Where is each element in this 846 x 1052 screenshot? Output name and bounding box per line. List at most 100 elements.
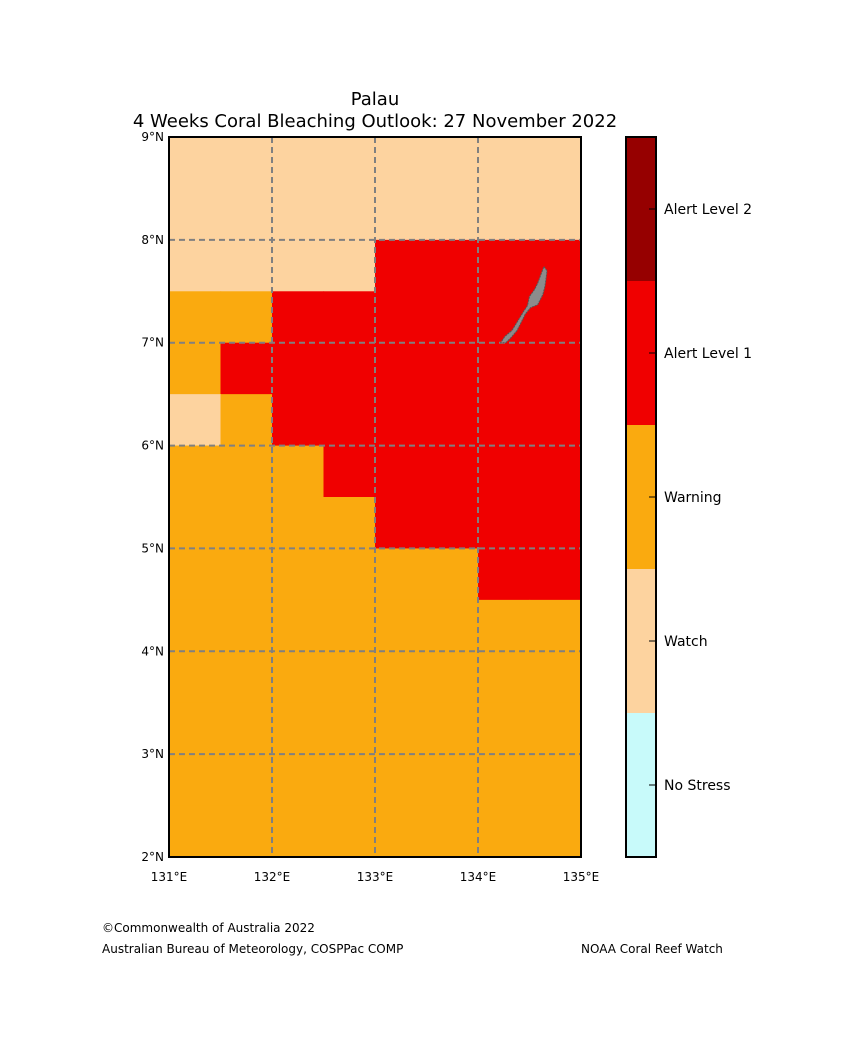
colorbar-label: Alert Level 1 <box>664 346 752 362</box>
outlook-cell <box>478 445 531 498</box>
outlook-cell <box>426 342 479 395</box>
outlook-cell <box>169 702 222 755</box>
outlook-cell <box>529 548 582 601</box>
outlook-cell <box>478 137 531 190</box>
colorbar-label: Alert Level 2 <box>664 202 752 218</box>
outlook-cell <box>323 291 376 344</box>
outlook-cell <box>426 702 479 755</box>
footer-noaa: NOAA Coral Reef Watch <box>581 942 723 956</box>
y-tick-label: 4°N <box>141 644 164 658</box>
outlook-cell <box>220 599 273 652</box>
outlook-cell <box>375 291 428 344</box>
x-axis-ticks: 131°E 132°E 133°E 134°E 135°E <box>151 870 600 884</box>
outlook-cell <box>169 394 222 447</box>
outlook-cell <box>169 342 222 395</box>
outlook-cell <box>169 754 222 807</box>
outlook-cell <box>272 754 325 807</box>
y-tick-label: 8°N <box>141 233 164 247</box>
x-tick-label: 131°E <box>151 870 188 884</box>
outlook-cell <box>426 497 479 550</box>
outlook-cell <box>272 188 325 241</box>
outlook-cell <box>426 599 479 652</box>
footer-credits: ©Commonwealth of Australia 2022 Australi… <box>102 918 403 960</box>
map-frame <box>168 136 582 858</box>
outlook-cell <box>478 548 531 601</box>
x-tick-label: 134°E <box>460 870 497 884</box>
outlook-cell <box>529 137 582 190</box>
outlook-cell <box>375 805 428 858</box>
y-tick-label: 7°N <box>141 336 164 350</box>
outlook-cell <box>220 137 273 190</box>
outlook-cell <box>323 137 376 190</box>
outlook-cell <box>272 394 325 447</box>
outlook-cell <box>529 188 582 241</box>
title-region: Palau <box>351 89 400 110</box>
outlook-cell <box>323 548 376 601</box>
outlook-cell <box>323 497 376 550</box>
outlook-cell <box>375 342 428 395</box>
outlook-cell <box>169 497 222 550</box>
y-axis-ticks: 2°N 3°N 4°N 5°N 6°N 7°N 8°N 9°N <box>141 130 164 864</box>
colorbar: Alert Level 2 Alert Level 1 Warning Watch No… <box>625 136 752 858</box>
outlook-cell <box>478 805 531 858</box>
colorbar-label: Watch <box>664 634 708 650</box>
outlook-cells <box>169 137 582 858</box>
outlook-cell <box>323 342 376 395</box>
outlook-cell <box>478 599 531 652</box>
outlook-cell <box>529 394 582 447</box>
outlook-cell <box>375 188 428 241</box>
outlook-cell <box>426 805 479 858</box>
outlook-cell <box>272 548 325 601</box>
outlook-cell <box>529 445 582 498</box>
y-tick-label: 2°N <box>141 850 164 864</box>
outlook-cell <box>426 394 479 447</box>
outlook-cell <box>529 342 582 395</box>
outlook-cell <box>529 497 582 550</box>
outlook-cell <box>478 394 531 447</box>
outlook-cell <box>220 188 273 241</box>
outlook-cell <box>220 291 273 344</box>
outlook-cell <box>169 137 222 190</box>
palau-island <box>499 265 548 344</box>
outlook-cell <box>426 137 479 190</box>
outlook-cell <box>220 394 273 447</box>
x-tick-label: 135°E <box>563 870 600 884</box>
colorbar-frame <box>625 136 657 858</box>
map-grid <box>169 137 581 857</box>
outlook-cell <box>323 188 376 241</box>
outlook-cell <box>323 754 376 807</box>
footer-copyright: ©Commonwealth of Australia 2022 <box>102 921 315 935</box>
outlook-cell <box>169 445 222 498</box>
outlook-cell <box>220 548 273 601</box>
outlook-cell <box>272 445 325 498</box>
outlook-cell <box>529 805 582 858</box>
outlook-cell <box>323 445 376 498</box>
outlook-cell <box>169 548 222 601</box>
outlook-cell <box>220 342 273 395</box>
outlook-cell <box>169 239 222 292</box>
outlook-cell <box>323 651 376 704</box>
outlook-cell <box>375 497 428 550</box>
colorbar-label: Warning <box>664 490 722 506</box>
outlook-cell <box>323 805 376 858</box>
outlook-cell <box>375 445 428 498</box>
outlook-cell <box>478 239 531 292</box>
outlook-cell <box>220 805 273 858</box>
outlook-cell <box>220 754 273 807</box>
outlook-cell <box>426 188 479 241</box>
outlook-cell <box>272 497 325 550</box>
y-tick-label: 3°N <box>141 747 164 761</box>
outlook-cell <box>272 239 325 292</box>
outlook-cell <box>529 702 582 755</box>
outlook-cell <box>375 754 428 807</box>
outlook-cell <box>426 239 479 292</box>
outlook-cell <box>375 702 428 755</box>
outlook-cell <box>529 599 582 652</box>
x-tick-label: 132°E <box>254 870 291 884</box>
outlook-cell <box>323 702 376 755</box>
outlook-cell <box>169 599 222 652</box>
outlook-cell <box>375 137 428 190</box>
outlook-cell <box>220 239 273 292</box>
outlook-cell <box>272 342 325 395</box>
